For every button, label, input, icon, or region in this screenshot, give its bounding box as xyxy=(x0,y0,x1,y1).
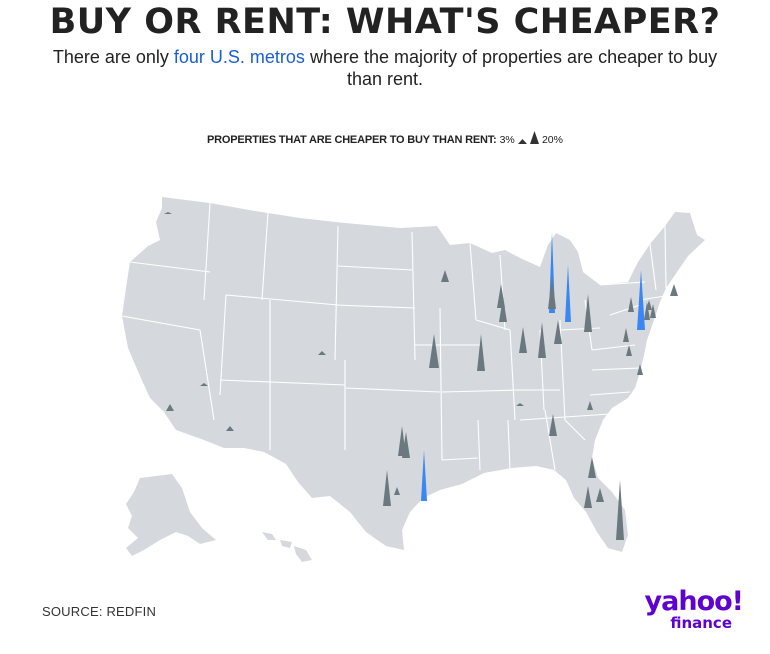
metro-spike xyxy=(200,383,208,386)
metro-spike xyxy=(650,304,656,318)
metro-spike-marker xyxy=(477,334,485,371)
logo-main-text: yahoo! xyxy=(644,586,744,617)
metro-spike xyxy=(549,414,557,436)
page-subtitle: There are only four U.S. metros where th… xyxy=(40,46,730,90)
metro-spike-marker xyxy=(584,294,592,332)
metro-spike xyxy=(596,488,604,502)
metro-spike-marker xyxy=(644,302,650,320)
metro-spike-marker xyxy=(164,212,172,214)
subtitle-text-end: where the majority of properties are che… xyxy=(304,47,718,89)
metro-spike xyxy=(394,487,400,495)
metro-spike xyxy=(166,404,174,411)
metro-spike xyxy=(588,457,596,478)
metro-spike xyxy=(548,276,556,309)
metro-spike xyxy=(477,334,485,371)
contiguous-us-shape xyxy=(122,197,705,552)
metro-spike-marker xyxy=(318,351,326,355)
metro-spike xyxy=(499,297,507,322)
majority-metro-spike xyxy=(565,265,571,322)
metro-spike xyxy=(584,486,592,508)
metro-spike-marker xyxy=(549,414,557,436)
metro-spike-marker xyxy=(383,470,391,506)
metro-spike-marker xyxy=(402,432,410,458)
metro-spike-marker xyxy=(587,401,593,410)
metro-spike xyxy=(628,297,634,312)
metro-spike-marker xyxy=(646,300,652,310)
metro-spike xyxy=(519,327,527,353)
page-title: BUY OR RENT: WHAT'S CHEAPER? xyxy=(49,2,721,42)
subtitle-highlight: four U.S. metros xyxy=(173,47,305,67)
metro-spike xyxy=(584,294,592,332)
metro-spikes xyxy=(164,212,678,540)
metro-spike-marker xyxy=(596,488,604,502)
metro-spike xyxy=(670,284,678,296)
metro-spike-marker xyxy=(499,297,507,322)
hawaii-shape xyxy=(262,532,312,562)
metro-spike xyxy=(383,470,391,506)
metro-spike xyxy=(637,364,643,375)
metro-spike-marker xyxy=(626,345,632,356)
metro-spike-marker xyxy=(623,328,629,342)
metro-spike-marker xyxy=(519,327,527,353)
metro-spike xyxy=(516,403,524,406)
metro-spike-marker xyxy=(394,487,400,495)
metro-spike-marker xyxy=(588,457,596,478)
metro-spike xyxy=(626,345,632,356)
metro-spike-marker xyxy=(166,404,174,411)
source-credit: SOURCE: REDFIN xyxy=(42,604,157,619)
metro-spike xyxy=(644,302,650,320)
metro-spike xyxy=(421,450,427,501)
metro-spike-marker xyxy=(637,364,643,375)
yahoo-finance-logo: yahoo! finance xyxy=(613,586,744,632)
metro-spike xyxy=(565,265,571,322)
logo-sub-text: finance xyxy=(670,614,732,632)
metro-spike xyxy=(441,270,449,282)
metro-spike xyxy=(637,270,645,330)
metro-spike-marker xyxy=(554,320,562,344)
metro-spike-marker xyxy=(548,276,556,309)
metro-spike xyxy=(587,401,593,410)
metro-spike xyxy=(318,351,326,355)
metro-spike xyxy=(164,212,172,214)
subtitle-text-start: There are only xyxy=(52,47,174,67)
legend-small-spike-icon xyxy=(517,139,527,144)
metro-spike-marker xyxy=(429,334,439,368)
metro-spike-marker xyxy=(538,322,546,358)
legend-large-spike-icon xyxy=(529,131,539,144)
alaska-shape xyxy=(126,474,216,556)
legend-max-value: 20% xyxy=(541,134,563,146)
legend: PROPERTIES THAT ARE CHEAPER TO BUY THAN … xyxy=(0,131,770,146)
metro-spike xyxy=(616,480,624,540)
metro-spike xyxy=(226,426,234,431)
metro-spike-marker xyxy=(670,284,678,296)
metro-spike xyxy=(623,328,629,342)
legend-min-value: 3% xyxy=(499,134,515,146)
metro-spike xyxy=(402,432,410,458)
metro-spike xyxy=(538,322,546,358)
metro-spike-marker xyxy=(628,297,634,312)
metro-spike xyxy=(646,300,652,310)
majority-metro-spike xyxy=(637,270,645,330)
metro-spike-marker xyxy=(650,304,656,318)
metro-spike-marker xyxy=(226,426,234,431)
metro-spike-marker xyxy=(516,403,524,406)
metro-spike-marker xyxy=(200,383,208,386)
metro-spike-marker xyxy=(616,480,624,540)
map-land xyxy=(122,197,705,562)
metro-spike xyxy=(554,320,562,344)
metro-spike-marker xyxy=(441,270,449,282)
legend-label: PROPERTIES THAT ARE CHEAPER TO BUY THAN … xyxy=(207,134,497,146)
majority-metro-spike xyxy=(421,450,427,501)
metro-spike-marker xyxy=(584,486,592,508)
metro-spike xyxy=(429,334,439,368)
